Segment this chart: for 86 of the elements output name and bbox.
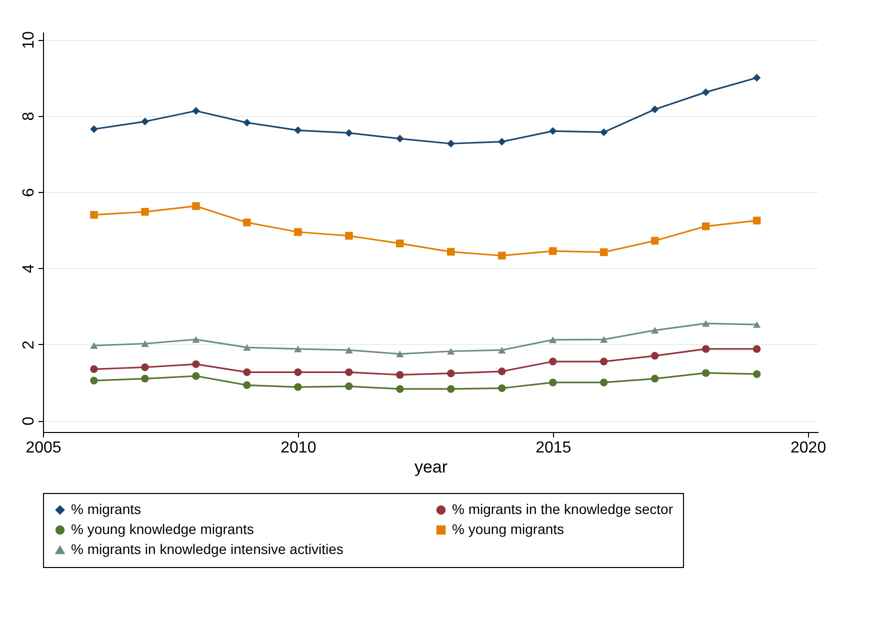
point (141, 340, 149, 347)
point (345, 129, 353, 137)
point (294, 346, 302, 352)
point (650, 105, 659, 114)
point (600, 358, 608, 366)
point (90, 376, 98, 384)
y-tick-label: 10 (20, 31, 38, 50)
point (396, 240, 404, 248)
point (447, 369, 455, 378)
point (192, 202, 200, 210)
point (702, 320, 710, 327)
point (90, 342, 98, 349)
y-tick-label: 2 (20, 340, 38, 350)
point (243, 344, 251, 351)
point (192, 336, 200, 343)
point (90, 365, 98, 374)
point (141, 374, 149, 383)
y-tick-label: 8 (20, 112, 38, 121)
y-tick-label: 6 (20, 188, 38, 197)
point (702, 88, 710, 96)
point (192, 372, 200, 380)
point (548, 378, 557, 386)
x-axis-title: year (414, 458, 448, 476)
point (548, 358, 557, 366)
point (141, 118, 149, 126)
point (90, 125, 98, 134)
point (294, 126, 302, 134)
point (243, 118, 251, 127)
point (294, 228, 302, 236)
point (447, 348, 455, 355)
y-tick-label: 4 (20, 264, 38, 274)
point (752, 345, 761, 353)
legend-label: % young migrants (452, 521, 564, 537)
point (447, 385, 455, 393)
point (600, 336, 608, 343)
x-tick-label: 2010 (280, 440, 316, 456)
point (345, 232, 353, 240)
point (243, 368, 251, 376)
point (345, 346, 353, 354)
point (498, 138, 506, 146)
point (447, 140, 455, 148)
point (650, 236, 659, 245)
point (600, 248, 608, 256)
point (447, 248, 455, 256)
point (498, 252, 506, 260)
point (294, 383, 302, 391)
point (345, 382, 353, 390)
point (294, 368, 302, 376)
point (396, 350, 404, 358)
point (650, 374, 659, 383)
point (90, 210, 98, 219)
point (548, 247, 557, 255)
point (192, 360, 200, 368)
point (548, 336, 557, 344)
point (396, 370, 404, 379)
point (752, 74, 761, 82)
point (192, 106, 200, 115)
legend-label: % young knowledge migrants (71, 521, 254, 537)
point (243, 218, 251, 226)
legend-label: % migrants in the knowledge sector (452, 501, 674, 517)
x-tick-label: 2005 (26, 440, 62, 456)
point (600, 378, 608, 386)
point (548, 127, 557, 135)
point (498, 368, 506, 376)
point (702, 345, 710, 353)
point (141, 363, 149, 372)
x-tick-label: 2020 (790, 440, 826, 456)
point (752, 321, 761, 328)
point (702, 222, 710, 230)
legend-label: % migrants in knowledge intensive activities (71, 541, 344, 557)
y-tick-label: 0 (20, 416, 38, 426)
point (396, 134, 404, 143)
point (396, 385, 404, 393)
point (702, 369, 710, 377)
point (752, 216, 761, 224)
point (752, 370, 761, 378)
point (650, 352, 659, 360)
point (141, 208, 149, 216)
point (600, 128, 608, 136)
legend-label: % migrants (71, 501, 142, 517)
point (498, 346, 506, 354)
point (498, 384, 506, 392)
x-tick-label: 2015 (536, 440, 572, 456)
point (345, 368, 353, 376)
point (650, 326, 659, 334)
point (243, 381, 251, 390)
